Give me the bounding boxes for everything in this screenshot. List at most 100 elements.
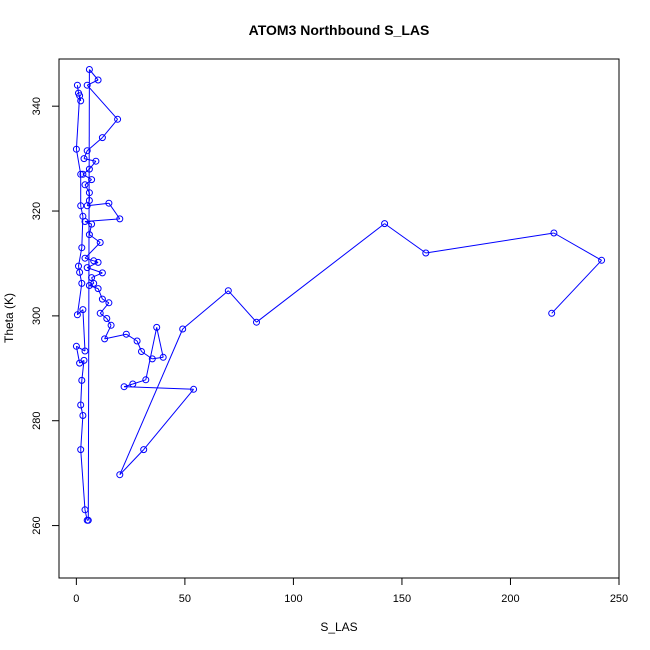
data-point <box>81 181 89 189</box>
series-segment <box>82 173 92 181</box>
y-axis-label: Theta (K) <box>2 293 16 343</box>
data-point <box>81 218 89 225</box>
data-point <box>84 516 92 524</box>
series-segment <box>93 260 99 263</box>
series-segment <box>83 158 97 162</box>
data-point <box>79 306 87 314</box>
series-segment <box>91 272 103 279</box>
x-axis: 0 50 100 150 200 250 <box>73 577 628 605</box>
series-segment <box>119 449 145 476</box>
series-segment <box>132 379 146 385</box>
data-point <box>85 189 93 197</box>
data-point <box>122 330 130 338</box>
series-segment <box>83 150 88 159</box>
data-point <box>179 325 187 333</box>
data-point <box>83 147 91 155</box>
series-segment <box>76 283 83 315</box>
series-segment <box>86 79 99 86</box>
series-segment <box>126 333 138 342</box>
y-tick-label: 320 <box>31 202 43 220</box>
series-segment <box>143 388 194 450</box>
series-segment <box>86 84 118 120</box>
series-segment <box>89 282 94 286</box>
series-segment <box>84 257 94 262</box>
data-point <box>98 295 106 303</box>
series-segment <box>80 404 84 416</box>
data-point <box>81 254 89 262</box>
series-segment <box>156 327 164 358</box>
series-segment <box>102 118 118 138</box>
series-segment <box>384 223 427 254</box>
data-point <box>94 258 102 266</box>
data-point <box>79 170 87 178</box>
data-point <box>94 76 102 84</box>
series-segment <box>551 259 602 314</box>
data-point <box>101 335 109 343</box>
series-segment <box>86 261 99 269</box>
series-segment <box>84 179 92 186</box>
series-segment <box>553 232 602 261</box>
data-point <box>83 81 91 89</box>
y-axis: 260 280 300 320 340 <box>31 97 60 535</box>
data-point <box>148 355 156 363</box>
y-tick-label: 340 <box>31 97 43 115</box>
data-point <box>79 412 87 419</box>
series-segment <box>81 216 84 248</box>
series-segment <box>87 69 90 521</box>
series-segment <box>76 345 86 352</box>
x-axis-label: S_LAS <box>320 620 357 634</box>
series-segment <box>256 223 385 323</box>
data-point <box>598 256 606 264</box>
data-point <box>422 249 430 257</box>
data-point <box>88 176 96 184</box>
series-segment <box>99 312 108 319</box>
x-tick-label: 0 <box>73 593 79 605</box>
series-segment <box>80 380 83 406</box>
data-point <box>116 215 124 223</box>
data-point <box>72 342 80 350</box>
series-segment <box>119 328 184 475</box>
series-segment <box>84 242 101 259</box>
series-segment <box>99 302 110 314</box>
chart-title: ATOM3 Northbound S_LAS <box>249 22 430 38</box>
data-point <box>120 383 128 391</box>
data-point <box>77 401 85 409</box>
series-segment <box>79 359 85 364</box>
data-point <box>78 376 86 384</box>
series-segment <box>89 160 97 170</box>
series-segment <box>88 223 93 235</box>
series-segment <box>425 232 554 254</box>
data-point <box>85 165 93 173</box>
data-point <box>153 323 161 331</box>
series-segment <box>152 356 164 360</box>
series-segment <box>80 449 86 510</box>
series-segment <box>104 333 127 340</box>
data-point <box>90 257 98 265</box>
series-segment <box>87 202 109 207</box>
data-point <box>80 155 88 163</box>
data-point <box>72 145 80 153</box>
data-point <box>114 115 122 123</box>
y-tick-label: 260 <box>31 516 43 534</box>
y-tick-label: 280 <box>31 412 43 430</box>
series-segment <box>76 85 79 94</box>
data-point <box>81 347 89 355</box>
series-segment <box>75 149 82 175</box>
series-segment <box>77 309 84 316</box>
series-segment <box>84 184 90 193</box>
series-segment <box>80 415 84 450</box>
series-segment <box>97 288 103 300</box>
data-point <box>550 229 558 237</box>
series-segment <box>123 383 133 388</box>
data-point <box>142 376 150 384</box>
data-point <box>90 279 98 287</box>
data-point <box>78 279 86 287</box>
data-point <box>92 157 100 165</box>
data-point <box>548 309 556 317</box>
data-point <box>76 92 84 100</box>
data-point <box>98 134 106 142</box>
series-points <box>72 66 606 524</box>
data-point <box>105 299 113 307</box>
data-point <box>129 380 137 388</box>
